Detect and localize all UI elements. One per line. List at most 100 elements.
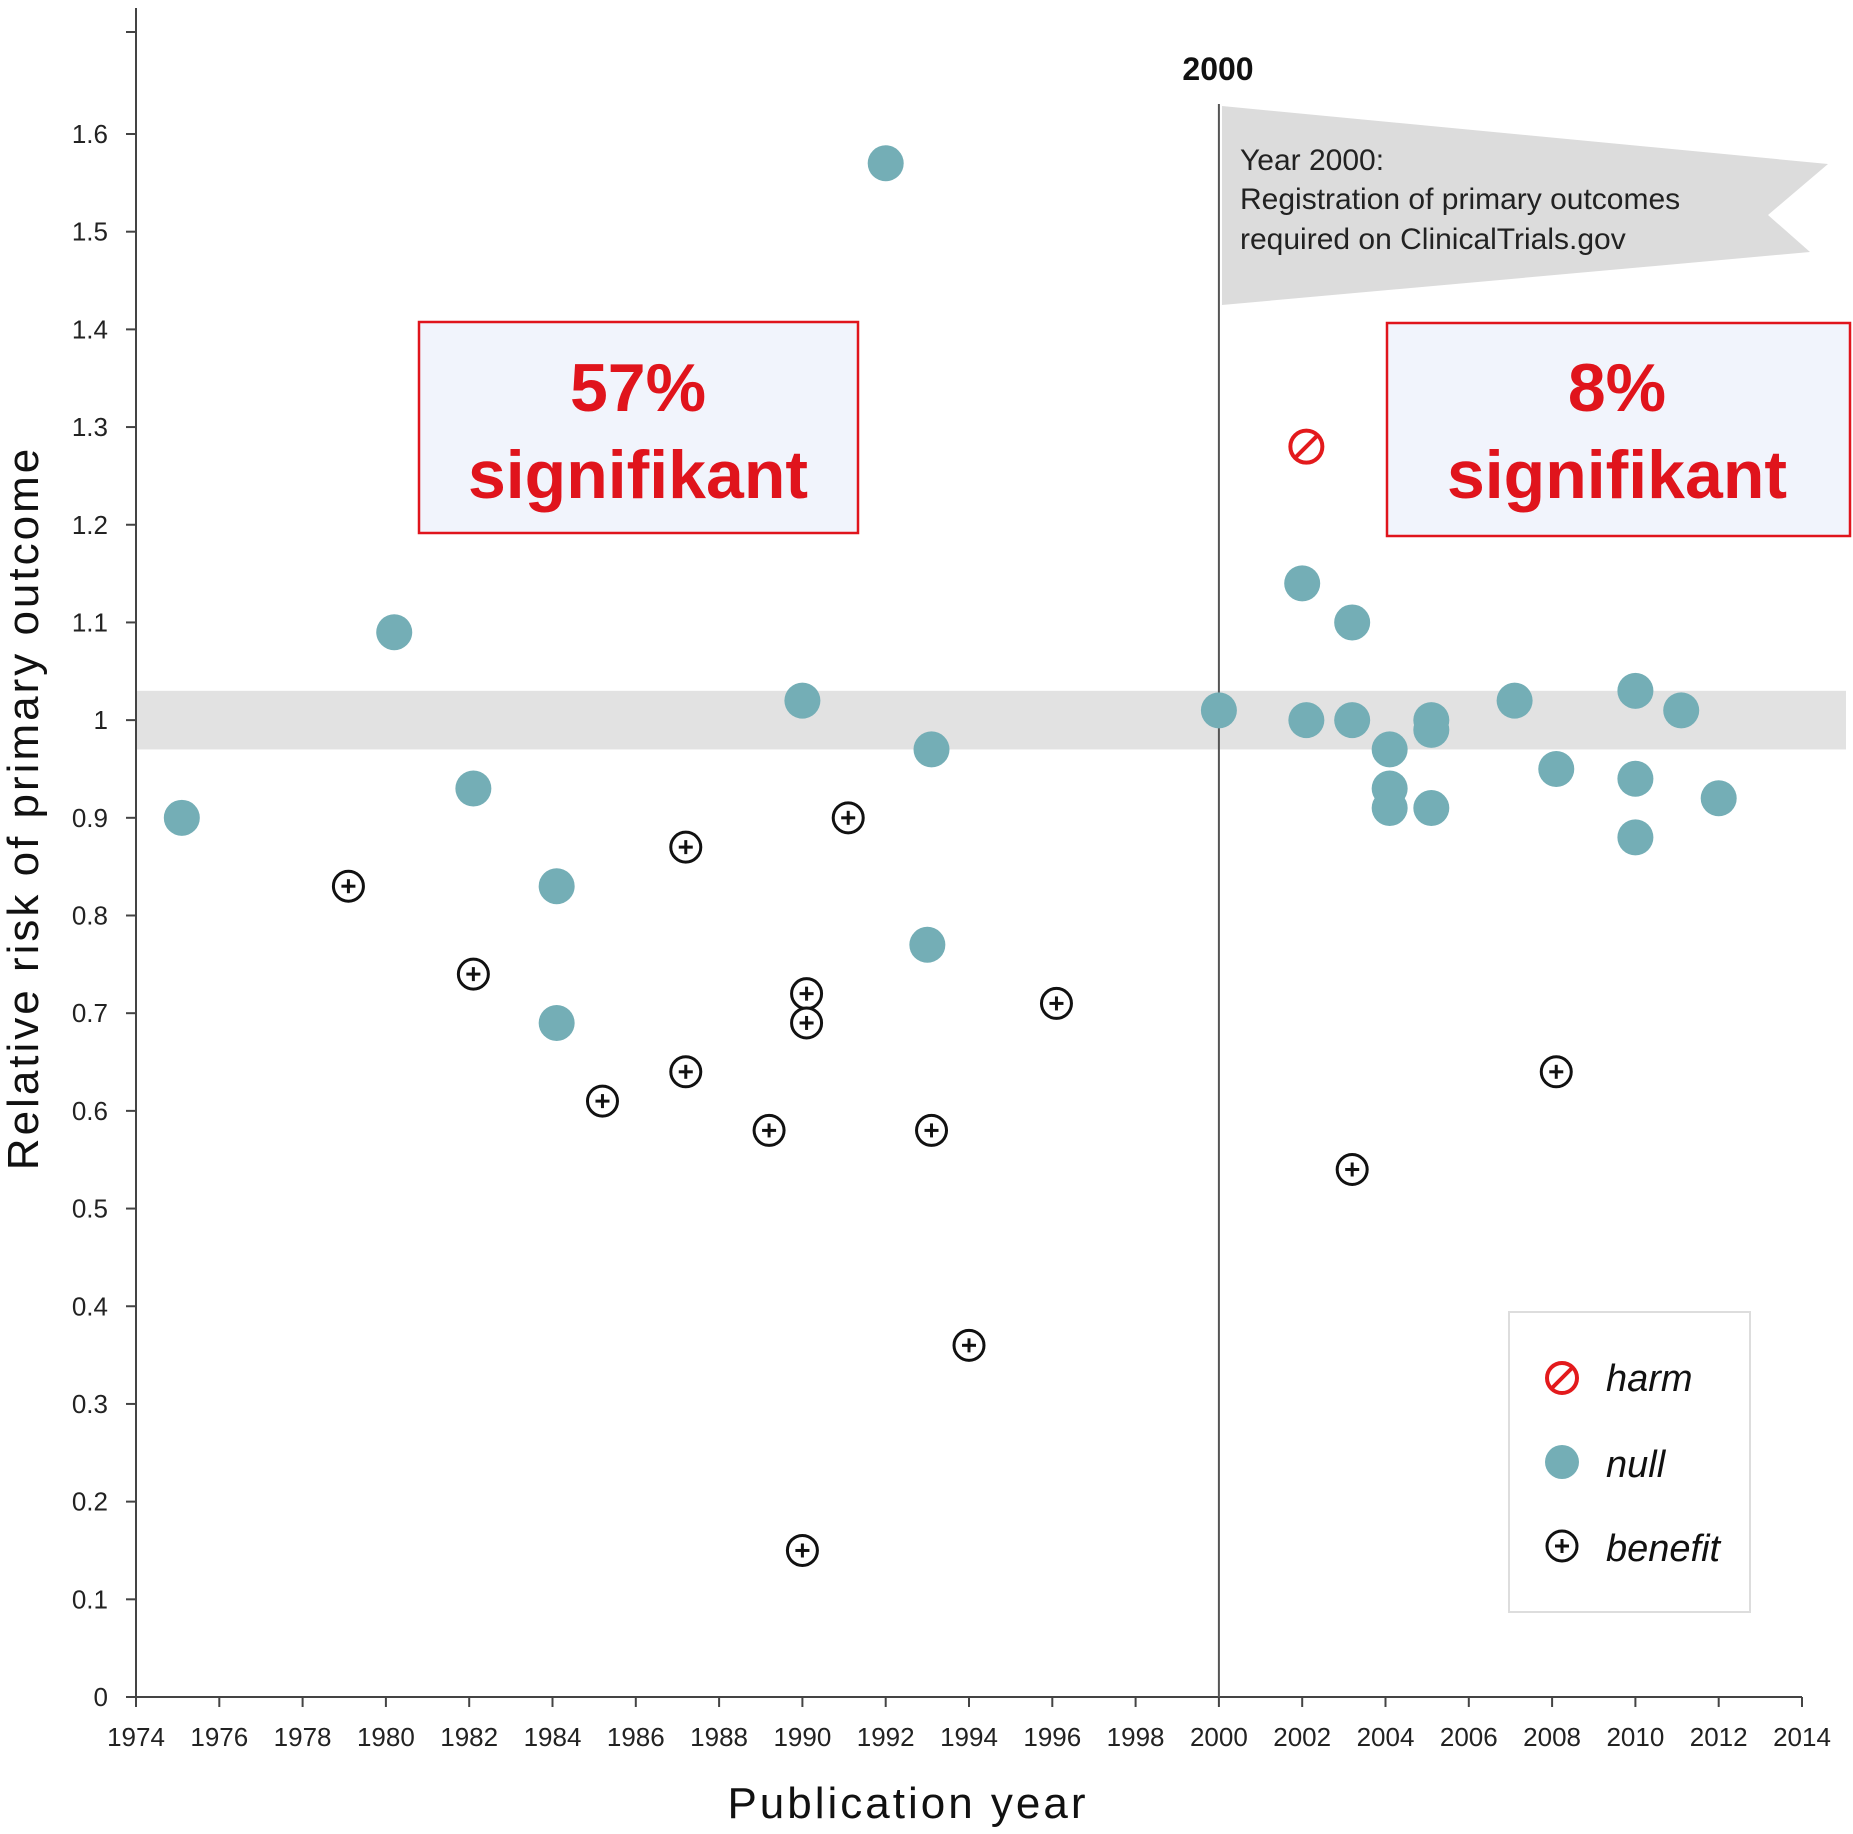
data-points	[163, 145, 1737, 1567]
x-tick-label: 1974	[107, 1722, 165, 1752]
benefit-point	[331, 869, 365, 903]
x-tick-label: 1984	[524, 1722, 582, 1752]
x-tick-label: 1976	[190, 1722, 248, 1752]
y-tick-label: 0.6	[72, 1096, 108, 1126]
post-2000-percent: 8%	[1568, 350, 1666, 426]
x-tick-label: 2010	[1606, 1722, 1664, 1752]
null-point	[1334, 604, 1371, 641]
benefit-point	[669, 1055, 703, 1089]
null-point	[1663, 692, 1700, 729]
x-tick-label: 2006	[1440, 1722, 1498, 1752]
x-tick-label: 1994	[940, 1722, 998, 1752]
y-tick-label: 1.6	[72, 119, 108, 149]
x-tick-label: 1988	[690, 1722, 748, 1752]
legend-null-label: null	[1606, 1444, 1667, 1486]
x-tick-label: 2004	[1357, 1722, 1415, 1752]
y-tick-label: 1	[94, 705, 108, 735]
benefit-point	[1039, 986, 1073, 1020]
x-axis-ticks: 1974 1976 1978 1980 1982 1984 1986 1988 1990 1992…	[107, 1697, 1831, 1752]
null-effect-band	[136, 690, 1846, 750]
null-point	[1538, 750, 1575, 787]
benefit-point	[915, 1113, 949, 1147]
benefit-point	[752, 1113, 786, 1147]
null-point	[1617, 672, 1654, 709]
null-point	[1371, 731, 1408, 768]
y-tick-label: 0.2	[72, 1487, 108, 1517]
null-point	[1617, 760, 1654, 797]
null-point	[913, 731, 950, 768]
y-tick-label: 1.5	[72, 217, 108, 247]
null-point	[1617, 819, 1654, 856]
null-point	[1200, 692, 1237, 729]
legend-benefit-label: benefit	[1606, 1528, 1722, 1570]
x-tick-label: 1978	[274, 1722, 332, 1752]
y-axis-title: Relative risk of primary outcome	[0, 446, 48, 1170]
null-point	[163, 799, 200, 836]
benefit-point	[952, 1328, 986, 1362]
y-tick-label: 1.4	[72, 314, 108, 344]
y-tick-label: 1.1	[72, 607, 108, 637]
legend-harm-icon	[1545, 1361, 1579, 1395]
harm-point	[1288, 428, 1325, 465]
y-tick-label: 1.2	[72, 510, 108, 540]
x-tick-label: 1990	[773, 1722, 831, 1752]
year-2000-label: 2000	[1182, 51, 1253, 87]
flag-line-1: Year 2000:	[1240, 144, 1384, 177]
post-2000-significance: signifikant	[1447, 437, 1787, 513]
pre-2000-annotation-box	[417, 320, 860, 535]
x-tick-label: 1986	[607, 1722, 665, 1752]
registration-flag	[1222, 106, 1828, 305]
post-2000-annotation-box	[1385, 321, 1852, 538]
null-point	[1371, 790, 1408, 827]
benefit-point	[1539, 1055, 1573, 1089]
x-tick-label: 1980	[357, 1722, 415, 1752]
x-tick-label: 2012	[1690, 1722, 1748, 1752]
benefit-point	[831, 801, 865, 835]
null-point	[1334, 702, 1371, 739]
null-point	[1496, 682, 1533, 719]
y-tick-label: 0	[94, 1682, 108, 1712]
benefit-point	[456, 957, 490, 991]
y-tick-label: 1.3	[72, 412, 108, 442]
null-point	[1284, 565, 1321, 602]
benefit-point	[585, 1084, 619, 1118]
null-point	[455, 770, 492, 807]
legend-null-icon	[1545, 1445, 1579, 1479]
benefit-point	[790, 1006, 824, 1040]
null-point	[784, 682, 821, 719]
null-point	[1413, 790, 1450, 827]
null-point	[376, 614, 413, 651]
pre-2000-percent: 57%	[570, 350, 706, 426]
pre-2000-significance: signifikant	[468, 437, 808, 513]
y-tick-label: 0.8	[72, 901, 108, 931]
null-point	[867, 145, 904, 182]
legend-harm-label: harm	[1606, 1358, 1693, 1400]
null-point	[1413, 711, 1450, 748]
null-point	[538, 1004, 575, 1041]
y-tick-label: 0.9	[72, 803, 108, 833]
flag-line-3: required on ClinicalTrials.gov	[1240, 223, 1626, 256]
y-tick-label: 0.3	[72, 1389, 108, 1419]
legend-benefit-icon	[1545, 1529, 1579, 1563]
y-tick-label: 0.7	[72, 998, 108, 1028]
x-tick-label: 1998	[1107, 1722, 1165, 1752]
x-tick-label: 1996	[1023, 1722, 1081, 1752]
null-point	[1288, 702, 1325, 739]
x-tick-label: 2000	[1190, 1722, 1248, 1752]
x-tick-label: 1982	[440, 1722, 498, 1752]
benefit-point	[790, 977, 824, 1011]
y-tick-label: 0.5	[72, 1194, 108, 1224]
benefit-point	[785, 1533, 819, 1567]
null-point	[1700, 780, 1737, 817]
x-tick-label: 2002	[1273, 1722, 1331, 1752]
x-tick-label: 2008	[1523, 1722, 1581, 1752]
y-tick-label: 0.4	[72, 1291, 108, 1321]
null-point	[909, 926, 946, 963]
x-tick-label: 1992	[857, 1722, 915, 1752]
flag-line-2: Registration of primary outcomes	[1240, 183, 1680, 216]
y-axis-ticks: 0 0.1 0.2 0.3 0.4 0.5 0.6 0.7 0.8 0.9 1 1.1 1.2 1.3 1.…	[72, 31, 136, 1712]
x-tick-label: 2014	[1773, 1722, 1831, 1752]
null-point	[538, 868, 575, 905]
benefit-point	[1335, 1152, 1369, 1186]
